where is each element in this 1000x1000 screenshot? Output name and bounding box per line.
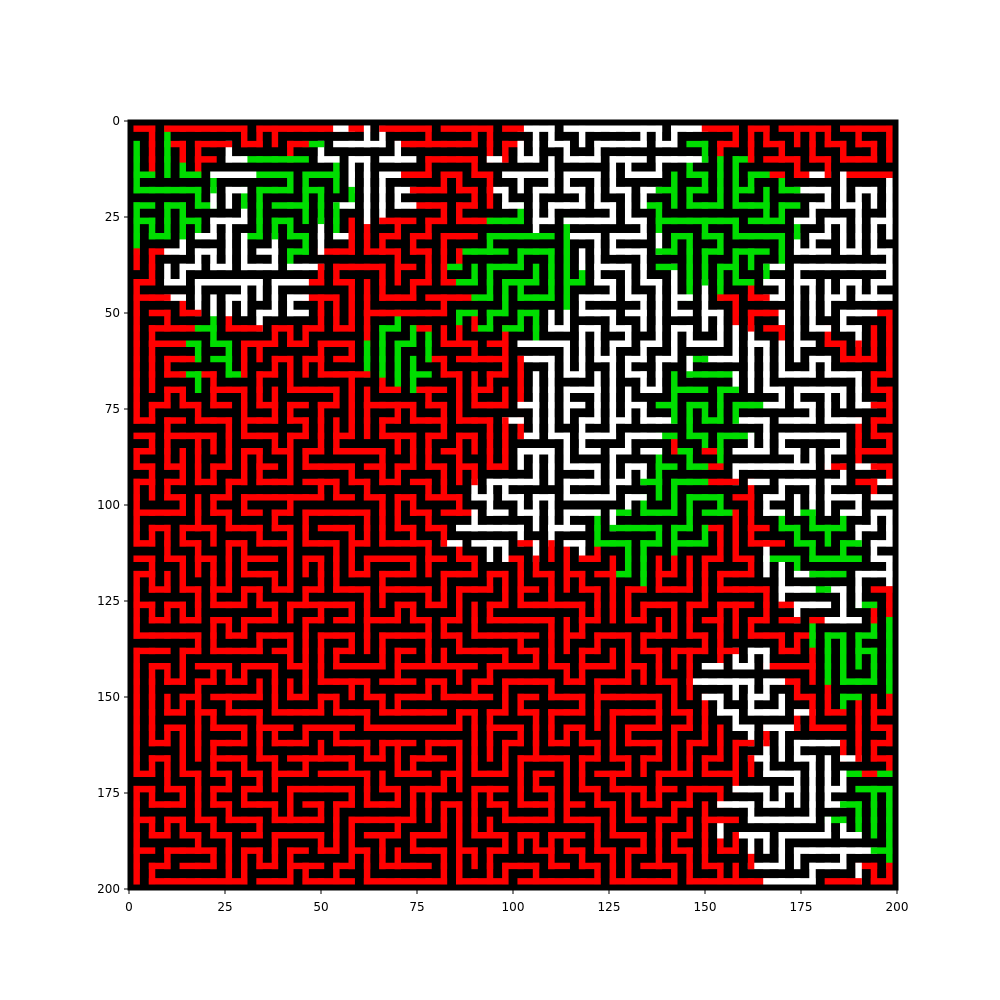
x-tick-label: 0: [125, 900, 133, 914]
y-tick-label: 75: [105, 402, 120, 416]
x-tick-label: 150: [694, 900, 717, 914]
x-tick-label: 200: [886, 900, 909, 914]
x-tick-label: 175: [790, 900, 813, 914]
x-tick-label: 25: [217, 900, 232, 914]
y-tick-label: 25: [105, 210, 120, 224]
x-tick-label: 100: [502, 900, 525, 914]
maze-plot-area: [127, 119, 899, 891]
x-tick-label: 75: [409, 900, 424, 914]
y-tick-label: 50: [105, 306, 120, 320]
y-axis: 0 25 50 75 100 125 150 175 200: [97, 114, 129, 896]
x-axis: 0 25 50 75 100 125 150 175 200: [125, 889, 908, 914]
y-tick-label: 175: [97, 786, 120, 800]
x-tick-label: 50: [313, 900, 328, 914]
y-tick-label: 150: [97, 690, 120, 704]
maze-corridors: [133, 125, 893, 885]
y-tick-label: 100: [97, 498, 120, 512]
x-tick-label: 125: [598, 900, 621, 914]
y-tick-label: 125: [97, 594, 120, 608]
y-tick-label: 200: [97, 882, 120, 896]
y-tick-label: 0: [112, 114, 120, 128]
